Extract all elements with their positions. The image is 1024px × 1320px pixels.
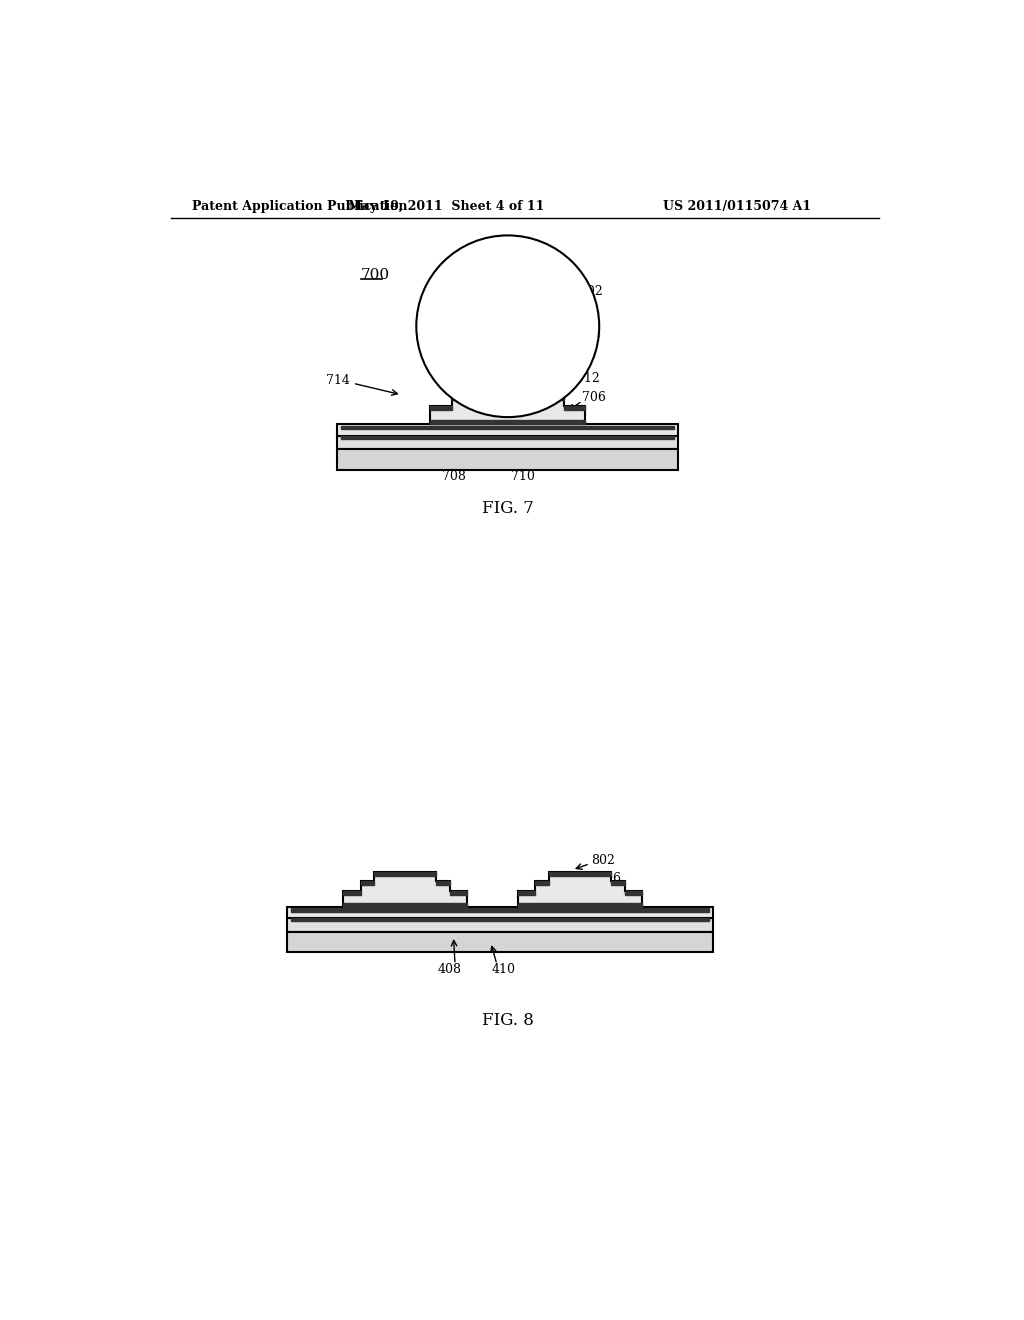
Polygon shape — [291, 919, 710, 921]
Polygon shape — [518, 903, 642, 907]
Text: 716: 716 — [464, 362, 488, 375]
Polygon shape — [549, 873, 611, 876]
Polygon shape — [341, 425, 675, 429]
Text: 700: 700 — [360, 268, 389, 282]
Polygon shape — [452, 396, 469, 400]
Polygon shape — [535, 882, 549, 886]
Bar — [337, 449, 678, 470]
Bar — [287, 932, 713, 952]
Text: 408: 408 — [437, 962, 462, 975]
Text: FIG. 7: FIG. 7 — [482, 500, 534, 517]
Polygon shape — [436, 882, 451, 886]
Polygon shape — [360, 882, 375, 886]
Text: 410: 410 — [492, 962, 516, 975]
Polygon shape — [518, 873, 642, 907]
Polygon shape — [518, 891, 535, 895]
Polygon shape — [451, 891, 467, 895]
Polygon shape — [430, 420, 586, 424]
Text: FIG. 8: FIG. 8 — [482, 1012, 534, 1030]
Polygon shape — [341, 436, 675, 438]
Text: US 2011/0115074 A1: US 2011/0115074 A1 — [663, 199, 811, 213]
Polygon shape — [343, 891, 360, 895]
Text: 712: 712 — [575, 372, 600, 385]
Polygon shape — [625, 891, 642, 895]
Polygon shape — [547, 396, 563, 400]
Text: 710: 710 — [511, 470, 536, 483]
Polygon shape — [291, 908, 710, 912]
Polygon shape — [430, 387, 586, 424]
Text: 706: 706 — [583, 391, 606, 404]
Bar — [287, 907, 713, 919]
Text: 714: 714 — [326, 374, 349, 387]
Polygon shape — [343, 873, 467, 907]
Circle shape — [417, 235, 599, 417]
Text: 704: 704 — [578, 327, 601, 341]
Polygon shape — [469, 387, 547, 391]
Bar — [337, 436, 678, 450]
Polygon shape — [563, 407, 586, 411]
Polygon shape — [375, 873, 436, 876]
Polygon shape — [611, 882, 625, 886]
Text: May 19, 2011  Sheet 4 of 11: May 19, 2011 Sheet 4 of 11 — [347, 199, 544, 213]
Text: 702: 702 — [579, 285, 603, 298]
Polygon shape — [430, 407, 452, 411]
Text: 802: 802 — [592, 854, 615, 867]
Text: 708: 708 — [441, 470, 466, 483]
Polygon shape — [343, 903, 467, 907]
Bar — [287, 919, 713, 932]
Text: Patent Application Publication: Patent Application Publication — [191, 199, 408, 213]
Text: 406: 406 — [598, 871, 622, 884]
Bar — [337, 424, 678, 436]
